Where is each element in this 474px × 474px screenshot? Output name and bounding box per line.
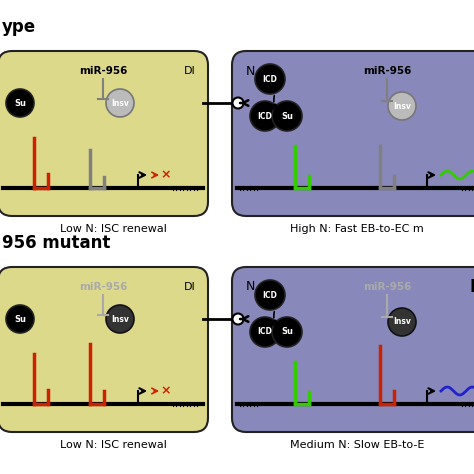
FancyBboxPatch shape [0, 267, 208, 432]
Text: Low N: ISC renewal: Low N: ISC renewal [60, 440, 166, 450]
Circle shape [106, 89, 134, 117]
Circle shape [250, 317, 280, 347]
Text: Su: Su [14, 315, 26, 323]
Circle shape [388, 308, 416, 336]
Circle shape [6, 305, 34, 333]
Circle shape [233, 313, 244, 325]
Circle shape [388, 92, 416, 120]
Text: High N: Fast EB-to-EC m: High N: Fast EB-to-EC m [290, 224, 424, 234]
Text: 956 mutant: 956 mutant [2, 234, 110, 252]
Circle shape [250, 101, 280, 131]
Text: N: N [246, 281, 255, 293]
Text: Low N: ISC renewal: Low N: ISC renewal [60, 224, 166, 234]
Text: Medium N: Slow EB-to-E: Medium N: Slow EB-to-E [290, 440, 424, 450]
Circle shape [272, 101, 302, 131]
Text: miR-956: miR-956 [79, 66, 127, 76]
Text: ×: × [161, 384, 171, 398]
FancyBboxPatch shape [232, 51, 474, 216]
Text: DI: DI [184, 66, 196, 76]
Text: ICD: ICD [263, 74, 277, 83]
Text: Su: Su [14, 99, 26, 108]
Circle shape [233, 98, 244, 109]
Circle shape [106, 305, 134, 333]
Text: miR-956: miR-956 [363, 66, 411, 76]
Text: Insv: Insv [393, 318, 411, 327]
FancyBboxPatch shape [0, 51, 208, 216]
Text: N: N [246, 64, 255, 78]
Text: ICD: ICD [257, 111, 273, 120]
Circle shape [255, 280, 285, 310]
Text: Su: Su [281, 328, 293, 337]
Text: miR-956: miR-956 [363, 282, 411, 292]
Text: ype: ype [2, 18, 36, 36]
Text: Insv: Insv [111, 99, 129, 108]
Text: miR-956: miR-956 [79, 282, 127, 292]
Text: ICD: ICD [263, 291, 277, 300]
Text: ICD: ICD [257, 328, 273, 337]
Text: Su: Su [281, 111, 293, 120]
Circle shape [272, 317, 302, 347]
FancyBboxPatch shape [232, 267, 474, 432]
Text: DI: DI [184, 282, 196, 292]
Text: EB: EB [470, 278, 474, 296]
Text: Insv: Insv [393, 101, 411, 110]
Text: Insv: Insv [111, 315, 129, 323]
Circle shape [6, 89, 34, 117]
Text: ×: × [161, 168, 171, 182]
Circle shape [255, 64, 285, 94]
